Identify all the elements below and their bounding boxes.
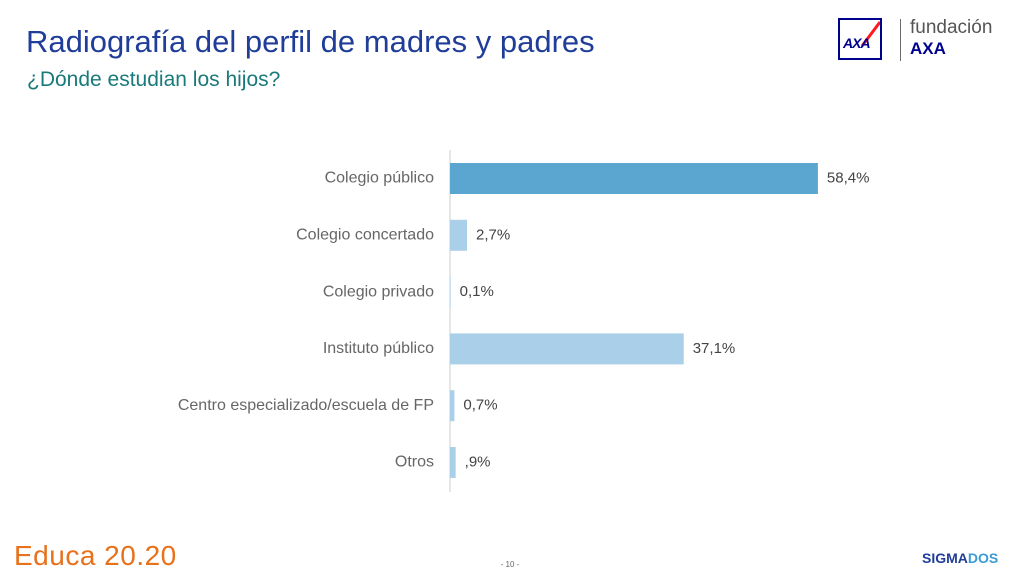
logo-axa-text: AXA bbox=[910, 39, 946, 58]
value-label-0: 58,4% bbox=[827, 169, 870, 186]
educa-logo: Educa 20.20 bbox=[14, 540, 177, 571]
bar-1 bbox=[450, 219, 468, 251]
category-label-0: Colegio público bbox=[325, 170, 435, 187]
sigmados-part1: SIGMA bbox=[922, 550, 968, 566]
value-label-1: 2,7% bbox=[476, 226, 510, 243]
logo-separator bbox=[900, 19, 901, 61]
fundacion-axa-logo: AXA fundación AXA bbox=[838, 16, 1008, 64]
value-label-5: ,9% bbox=[465, 453, 491, 470]
category-label-2: Colegio privado bbox=[323, 283, 434, 300]
category-label-1: Colegio concertado bbox=[296, 227, 434, 244]
bar-2 bbox=[450, 276, 451, 308]
bar-5 bbox=[450, 447, 456, 478]
category-label-4: Centro especializado/escuela de FP bbox=[178, 397, 434, 414]
value-label-4: 0,7% bbox=[463, 397, 497, 414]
value-label-3: 37,1% bbox=[693, 340, 736, 357]
bar-3 bbox=[450, 333, 684, 365]
axa-logo-letters: AXA bbox=[843, 35, 871, 51]
bar-0 bbox=[450, 163, 818, 194]
slide-subtitle: ¿Dónde estudian los hijos? bbox=[27, 68, 281, 91]
axa-logo-icon: AXA bbox=[838, 18, 882, 60]
category-label-3: Instituto público bbox=[323, 340, 434, 357]
bar-chart: Colegio público 58,4% Colegio concertado 2,… bbox=[178, 150, 870, 492]
page-number: - 10 - bbox=[500, 560, 520, 569]
bar-4 bbox=[450, 390, 455, 422]
category-label-5: Otros bbox=[395, 454, 434, 471]
sigmados-part2: DOS bbox=[967, 550, 999, 566]
slide-title: Radiografía del perfil de madres y padre… bbox=[26, 24, 595, 59]
logo-fundacion-text: fundación bbox=[910, 17, 993, 38]
value-label-2: 0,1% bbox=[460, 283, 494, 300]
sigmados-logo: SIGMADOS bbox=[922, 550, 998, 566]
